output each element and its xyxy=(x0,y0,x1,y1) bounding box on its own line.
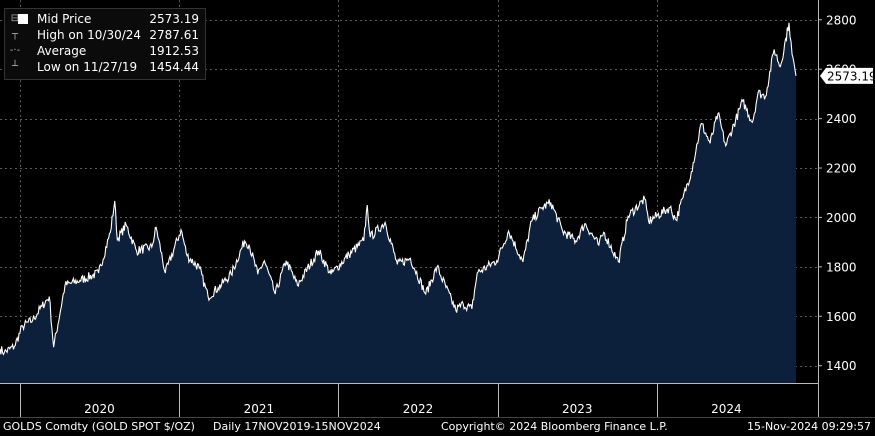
x-tick-label: 2020 xyxy=(84,402,115,416)
series-swatch xyxy=(18,14,28,24)
x-tick-label: 2022 xyxy=(403,402,434,416)
high-marker-icon: ┬ xyxy=(11,29,19,40)
legend-high-value: 2787.61 xyxy=(149,28,199,42)
legend-series-label: Mid Price xyxy=(37,12,92,26)
legend-row-low: ┴ Low on 11/27/19 1454.44 xyxy=(9,60,199,75)
y-tick-label: 1400 xyxy=(826,359,857,373)
x-tick-label: 2023 xyxy=(562,402,593,416)
legend-low-label: Low on 11/27/19 xyxy=(37,60,138,74)
y-tick-label: 2000 xyxy=(826,211,857,225)
y-tick-label: 2400 xyxy=(826,112,857,126)
legend-row-average: -·- Average 1912.53 xyxy=(9,44,199,59)
collapse-icon[interactable]: ⊟ xyxy=(10,13,20,24)
y-tick-label: 1600 xyxy=(826,310,857,324)
last-price-tag: 2573.19 xyxy=(820,67,875,84)
chart-footer: GOLDS Comdty (GOLD SPOT $/OZ) Daily 17NO… xyxy=(0,418,875,436)
legend-average-label: Average xyxy=(37,44,87,58)
footer-copyright: Copyright© 2024 Bloomberg Finance L.P. xyxy=(441,420,668,433)
low-marker-icon: ┴ xyxy=(11,61,19,72)
x-tick-label: 2024 xyxy=(711,402,742,416)
legend-row-series: ⊟ Mid Price 2573.19 xyxy=(9,12,199,27)
price-area xyxy=(0,22,796,383)
legend-row-high: ┬ High on 10/30/24 2787.61 xyxy=(9,28,199,43)
chart-legend: ⊟ Mid Price 2573.19 ┬ High on 10/30/24 2… xyxy=(4,8,206,80)
x-tick-label: 2021 xyxy=(244,402,275,416)
x-tick-labels: 2020 2021 2022 2023 2024 xyxy=(84,402,742,416)
last-price-tag-text: 2573.19 xyxy=(827,69,875,83)
y-tick-label: 2800 xyxy=(826,13,857,27)
legend-average-value: 1912.53 xyxy=(149,44,199,58)
legend-series-value: 2573.19 xyxy=(149,12,199,26)
last-price-tag-shape xyxy=(820,67,873,84)
y-tick-label: 2200 xyxy=(826,162,857,176)
footer-security: GOLDS Comdty (GOLD SPOT $/OZ) xyxy=(3,420,195,433)
footer-timestamp: 15-Nov-2024 09:29:57 xyxy=(746,420,871,433)
legend-low-value: 1454.44 xyxy=(149,60,199,74)
price-line xyxy=(0,22,797,356)
footer-range: Daily 17NOV2019-15NOV2024 xyxy=(213,420,381,433)
y-tick-label: 1800 xyxy=(826,260,857,274)
legend-high-label: High on 10/30/24 xyxy=(37,28,142,42)
average-marker-icon: -·- xyxy=(9,45,21,56)
